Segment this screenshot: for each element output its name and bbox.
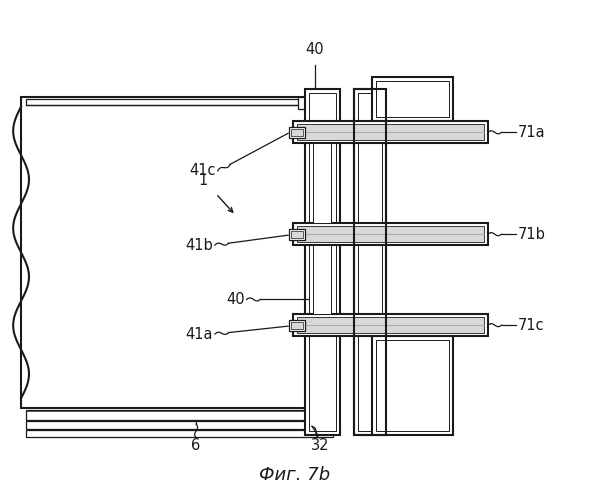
Text: 71b: 71b: [517, 226, 545, 242]
Bar: [293, 122, 488, 143]
Bar: [372, 336, 453, 435]
Text: 41b: 41b: [185, 238, 213, 252]
Bar: [26, 421, 333, 429]
Bar: [26, 430, 333, 437]
Text: 71a: 71a: [517, 125, 545, 140]
Bar: [293, 224, 488, 245]
Bar: [293, 314, 488, 336]
Text: 6: 6: [192, 438, 201, 454]
Text: 1: 1: [199, 174, 208, 188]
Bar: [309, 93, 336, 431]
Bar: [298, 96, 306, 108]
Bar: [376, 340, 449, 431]
Bar: [291, 231, 303, 238]
Bar: [313, 143, 330, 224]
Bar: [305, 89, 339, 435]
Bar: [355, 89, 386, 435]
Bar: [26, 98, 301, 104]
Bar: [355, 89, 386, 435]
Bar: [289, 320, 305, 331]
Bar: [26, 410, 333, 420]
Text: 41c: 41c: [189, 164, 216, 178]
Bar: [313, 245, 330, 314]
Bar: [291, 130, 303, 136]
Bar: [376, 81, 449, 118]
Bar: [291, 322, 303, 329]
Bar: [21, 96, 306, 408]
Text: 40: 40: [226, 292, 245, 307]
Bar: [297, 317, 484, 333]
Bar: [289, 229, 305, 240]
Bar: [358, 93, 382, 431]
Text: 40: 40: [306, 42, 324, 57]
Bar: [289, 128, 305, 138]
Text: 32: 32: [310, 438, 329, 454]
Text: Фиг. 7b: Фиг. 7b: [260, 466, 330, 484]
Bar: [297, 226, 484, 242]
Text: 71c: 71c: [517, 318, 544, 332]
Bar: [372, 77, 453, 122]
Bar: [297, 124, 484, 140]
Text: 41a: 41a: [185, 326, 213, 342]
